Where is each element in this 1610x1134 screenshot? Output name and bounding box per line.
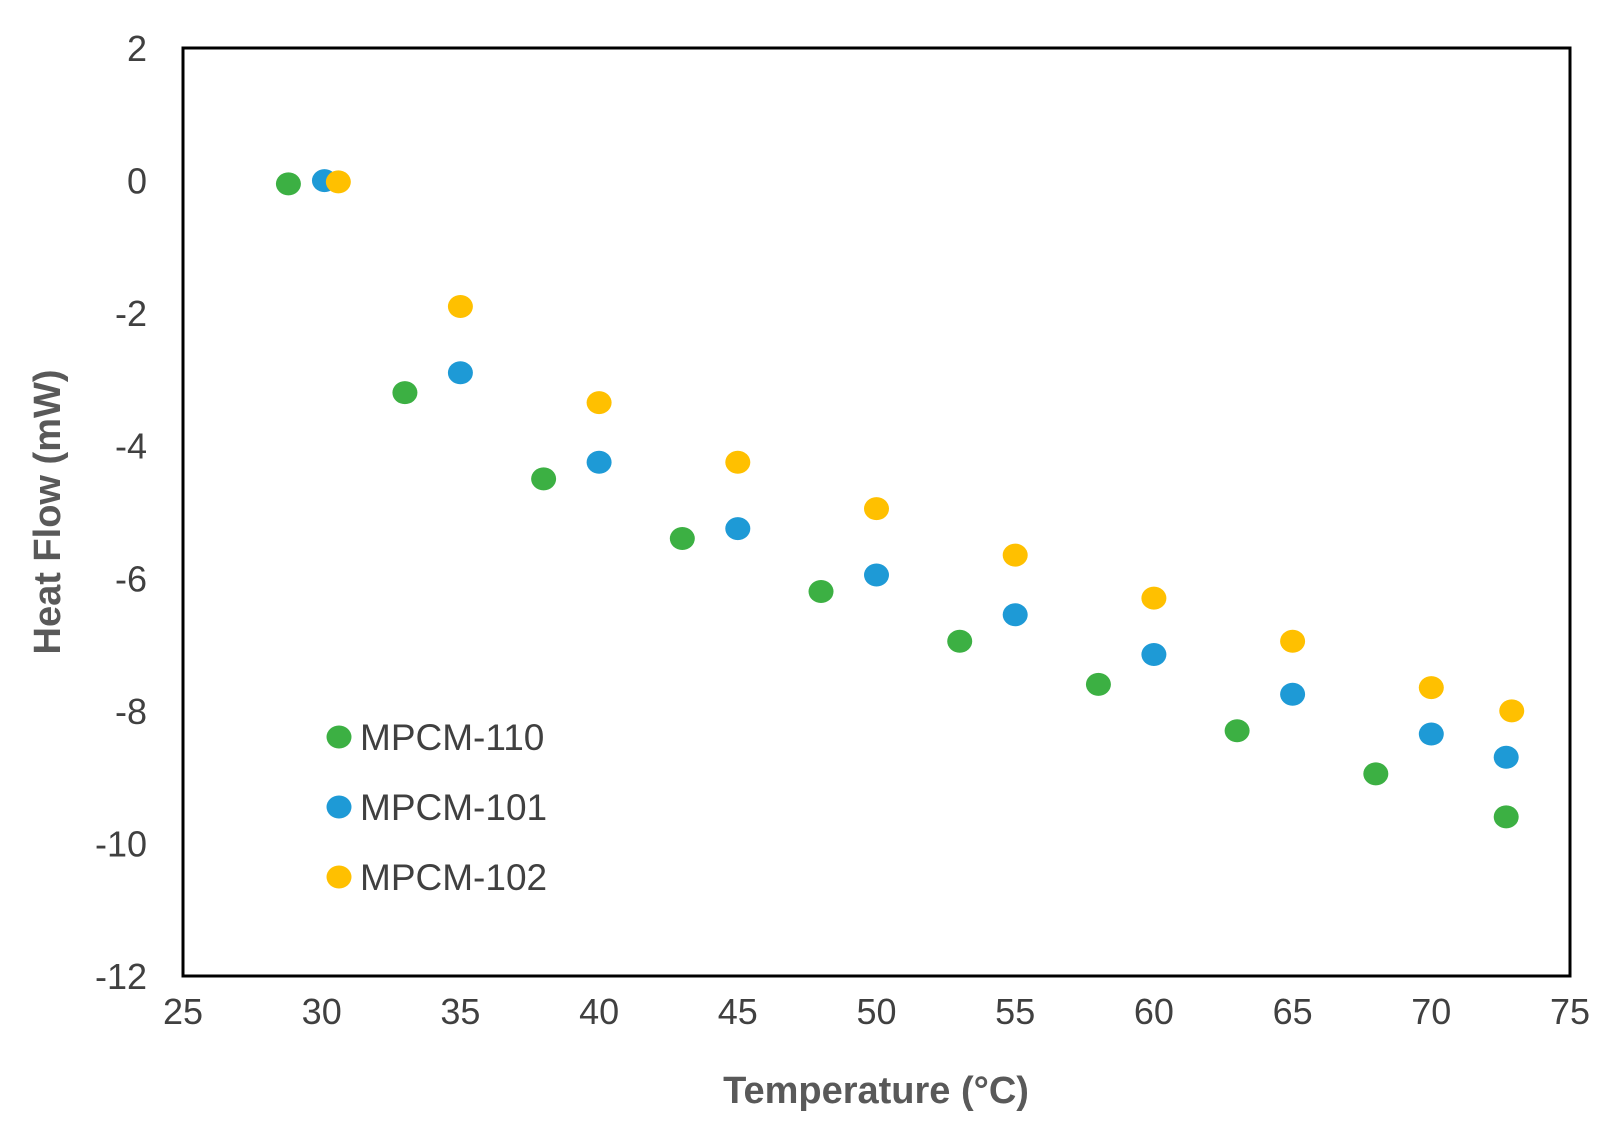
point-mpcm-102 bbox=[1002, 543, 1028, 567]
point-mpcm-110 bbox=[947, 629, 973, 653]
x-tick-label: 75 bbox=[1550, 991, 1590, 1032]
point-mpcm-101 bbox=[1141, 643, 1167, 667]
point-mpcm-101 bbox=[1418, 722, 1444, 746]
data-points bbox=[275, 169, 1525, 829]
legend: MPCM-110 MPCM-101 MPCM-102 bbox=[326, 717, 547, 898]
point-mpcm-101 bbox=[586, 450, 612, 474]
x-axis-title: Temperature (°C) bbox=[723, 1070, 1029, 1112]
legend-marker bbox=[326, 865, 352, 889]
x-tick-label: 40 bbox=[579, 991, 619, 1032]
legend-marker bbox=[326, 725, 352, 749]
legend-label: MPCM-101 bbox=[360, 787, 547, 828]
legend-label: MPCM-110 bbox=[360, 717, 544, 758]
point-mpcm-102 bbox=[447, 295, 473, 319]
point-mpcm-110 bbox=[1085, 672, 1111, 696]
point-mpcm-110 bbox=[531, 467, 557, 491]
point-mpcm-101 bbox=[1493, 745, 1519, 769]
y-tick-label: -12 bbox=[95, 956, 147, 997]
point-mpcm-102 bbox=[1499, 699, 1525, 723]
point-mpcm-101 bbox=[1280, 682, 1306, 706]
x-tick-label: 25 bbox=[163, 991, 203, 1032]
point-mpcm-102 bbox=[864, 497, 889, 521]
point-mpcm-101 bbox=[447, 361, 473, 385]
y-axis-title: Heat Flow (mW) bbox=[27, 370, 69, 655]
point-mpcm-101 bbox=[725, 517, 751, 541]
y-tick-label: -4 bbox=[115, 426, 147, 467]
point-mpcm-102 bbox=[325, 170, 351, 194]
point-mpcm-110 bbox=[669, 527, 695, 551]
point-mpcm-101 bbox=[1002, 603, 1028, 627]
point-mpcm-102 bbox=[586, 391, 612, 415]
x-axis-tick-labels: 25 30 35 40 45 50 55 60 65 70 75 bbox=[163, 991, 1590, 1032]
x-tick-label: 30 bbox=[302, 991, 342, 1032]
point-mpcm-110 bbox=[1363, 762, 1389, 786]
y-tick-label: 0 bbox=[127, 161, 147, 202]
point-mpcm-102 bbox=[1280, 629, 1306, 653]
x-tick-label: 35 bbox=[440, 991, 480, 1032]
x-tick-label: 65 bbox=[1273, 991, 1313, 1032]
legend-label: MPCM-102 bbox=[360, 857, 547, 898]
y-tick-label: 2 bbox=[127, 28, 147, 69]
y-tick-label: -2 bbox=[115, 293, 147, 334]
legend-marker bbox=[326, 795, 352, 819]
point-mpcm-110 bbox=[1224, 719, 1250, 743]
point-mpcm-102 bbox=[1141, 586, 1167, 610]
y-tick-label: -6 bbox=[115, 558, 147, 599]
x-tick-label: 70 bbox=[1411, 991, 1451, 1032]
y-tick-label: -10 bbox=[95, 823, 147, 864]
x-tick-label: 55 bbox=[995, 991, 1035, 1032]
y-tick-label: -8 bbox=[115, 691, 147, 732]
point-mpcm-102 bbox=[1418, 676, 1444, 700]
point-mpcm-102 bbox=[725, 450, 751, 474]
point-mpcm-110 bbox=[1493, 805, 1519, 829]
x-tick-label: 45 bbox=[718, 991, 758, 1032]
point-mpcm-110 bbox=[275, 172, 301, 196]
x-tick-label: 50 bbox=[856, 991, 896, 1032]
y-axis-tick-labels: 2 0 -2 -4 -6 -8 -10 -12 bbox=[95, 28, 147, 997]
point-mpcm-110 bbox=[808, 580, 834, 604]
x-tick-label: 60 bbox=[1134, 991, 1174, 1032]
point-mpcm-101 bbox=[864, 563, 889, 587]
point-mpcm-110 bbox=[392, 381, 418, 405]
